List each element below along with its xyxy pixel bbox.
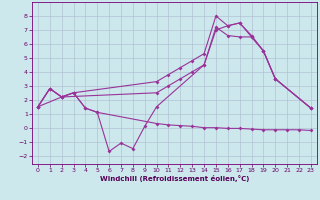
X-axis label: Windchill (Refroidissement éolien,°C): Windchill (Refroidissement éolien,°C) <box>100 175 249 182</box>
